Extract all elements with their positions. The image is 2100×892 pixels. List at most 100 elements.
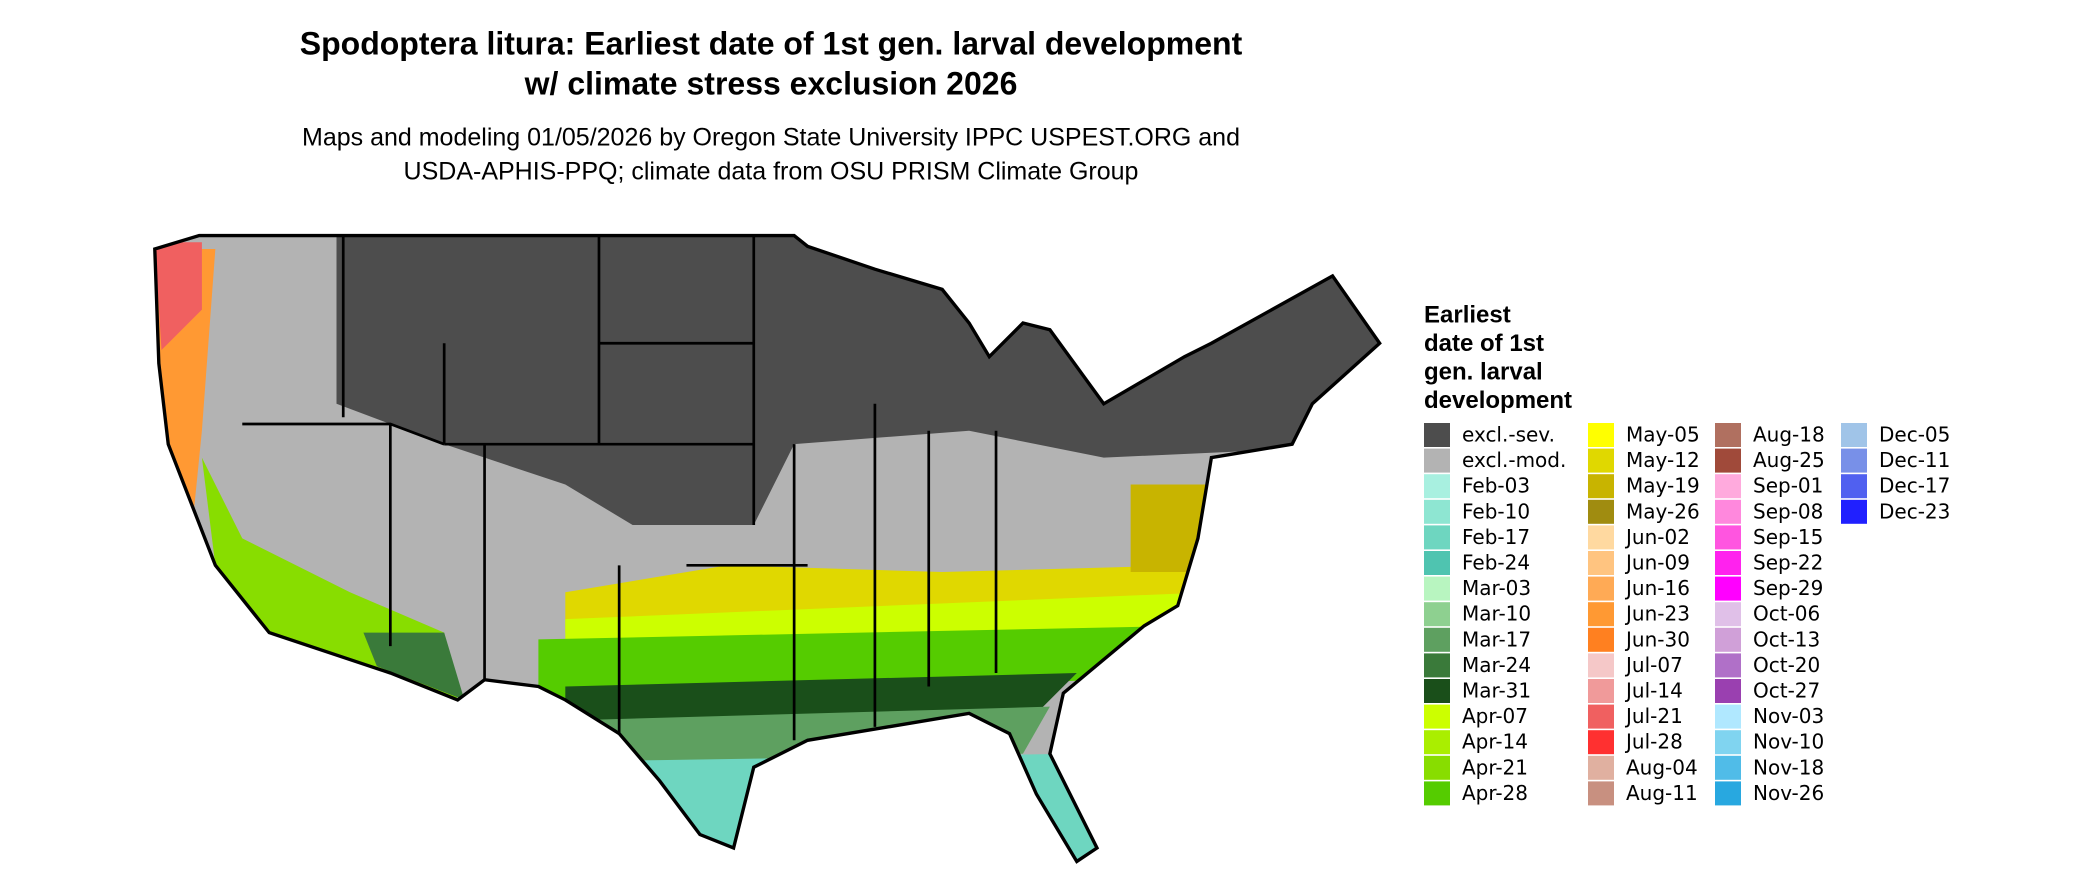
legend-swatch bbox=[1715, 627, 1741, 652]
legend-label: Mar-24 bbox=[1462, 653, 1531, 677]
legend-label: Mar-03 bbox=[1462, 576, 1531, 600]
legend-swatch bbox=[1424, 602, 1450, 627]
legend-label: Dec-05 bbox=[1879, 423, 1950, 447]
legend-swatch bbox=[1588, 602, 1614, 627]
legend-label: Oct-06 bbox=[1753, 602, 1820, 626]
region-northwest bbox=[154, 242, 202, 350]
legend-label: Nov-26 bbox=[1753, 781, 1824, 805]
legend-swatch bbox=[1588, 755, 1614, 780]
legend-swatch bbox=[1715, 499, 1741, 524]
legend-label: Mar-17 bbox=[1462, 627, 1531, 651]
legend-swatch bbox=[1424, 551, 1450, 575]
legend-swatch bbox=[1424, 653, 1450, 678]
legend-swatch bbox=[1588, 704, 1614, 729]
legend-swatch bbox=[1715, 551, 1741, 575]
legend-swatch bbox=[1588, 448, 1614, 473]
legend-swatch bbox=[1841, 499, 1867, 524]
title-line: Spodoptera litura: Earliest date of 1st … bbox=[300, 25, 1243, 61]
legend-label: Mar-31 bbox=[1462, 679, 1531, 703]
legend-label: Aug-25 bbox=[1753, 448, 1825, 472]
legend-label: Nov-03 bbox=[1753, 704, 1824, 728]
legend-swatch bbox=[1424, 525, 1450, 550]
legend-label: Sep-08 bbox=[1753, 499, 1823, 523]
legend-swatch bbox=[1424, 474, 1450, 499]
legend-swatch bbox=[1841, 474, 1867, 499]
legend-label: May-05 bbox=[1626, 423, 1700, 447]
legend-swatch bbox=[1424, 627, 1450, 652]
legend-swatch bbox=[1715, 423, 1741, 447]
region-feb bbox=[632, 753, 1104, 862]
legend-swatch bbox=[1588, 653, 1614, 678]
legend-swatch bbox=[1715, 474, 1741, 499]
legend-swatch bbox=[1715, 525, 1741, 550]
legend-swatch bbox=[1715, 653, 1741, 678]
region-arizona bbox=[363, 632, 465, 700]
legend-label: Feb-03 bbox=[1462, 474, 1530, 498]
legend-title-line: Earliest bbox=[1424, 301, 1511, 328]
legend-swatch bbox=[1588, 576, 1614, 601]
legend-swatch bbox=[1424, 730, 1450, 755]
legend-swatch bbox=[1588, 679, 1614, 703]
legend-label: Jul-21 bbox=[1624, 704, 1683, 728]
legend-swatch bbox=[1424, 679, 1450, 703]
legend-swatch bbox=[1424, 781, 1450, 806]
legend-swatch bbox=[1424, 704, 1450, 729]
legend-label: Sep-22 bbox=[1753, 551, 1823, 575]
state-borders bbox=[242, 235, 998, 741]
legend-label: Sep-01 bbox=[1753, 474, 1823, 498]
legend-title-line: date of 1st bbox=[1424, 330, 1544, 357]
legend-swatch bbox=[1588, 474, 1614, 499]
legend-label: Jun-16 bbox=[1624, 576, 1690, 600]
legend-label: Apr-21 bbox=[1462, 755, 1528, 779]
legend-label: Dec-11 bbox=[1879, 448, 1950, 472]
legend-label: excl.-mod. bbox=[1462, 448, 1566, 472]
legend-swatch bbox=[1715, 602, 1741, 627]
region-may-late bbox=[1130, 484, 1212, 573]
legend-label: Aug-11 bbox=[1626, 781, 1698, 805]
legend-label: Jun-23 bbox=[1624, 602, 1690, 626]
legend-swatch bbox=[1424, 576, 1450, 601]
legend-swatch bbox=[1715, 679, 1741, 703]
legend-label: Oct-13 bbox=[1753, 627, 1820, 651]
legend-label: Aug-18 bbox=[1753, 423, 1825, 447]
legend-label: Jun-02 bbox=[1624, 525, 1690, 549]
legend-label: Sep-15 bbox=[1753, 525, 1823, 549]
legend-label: Jul-28 bbox=[1624, 730, 1683, 754]
legend-swatch bbox=[1588, 730, 1614, 755]
legend-swatch bbox=[1424, 755, 1450, 780]
legend-swatch bbox=[1588, 499, 1614, 524]
legend-label: Feb-24 bbox=[1462, 551, 1530, 575]
legend-swatch bbox=[1715, 730, 1741, 755]
legend-label: Sep-29 bbox=[1753, 576, 1823, 600]
legend-label: Oct-20 bbox=[1753, 653, 1820, 677]
legend-label: Aug-04 bbox=[1626, 755, 1698, 779]
legend-swatch bbox=[1424, 448, 1450, 473]
legend-label: Jul-14 bbox=[1624, 679, 1683, 703]
legend-title-line: development bbox=[1424, 387, 1572, 414]
legend-title-line: gen. larval bbox=[1424, 358, 1543, 385]
legend-label: Jun-30 bbox=[1624, 627, 1690, 651]
legend-label: Dec-23 bbox=[1879, 499, 1950, 523]
legend-swatch bbox=[1841, 423, 1867, 447]
legend-swatch bbox=[1588, 627, 1614, 652]
legend-swatch bbox=[1588, 423, 1614, 447]
legend-swatch bbox=[1715, 781, 1741, 806]
legend-swatch bbox=[1715, 448, 1741, 473]
legend-label: Apr-07 bbox=[1462, 704, 1528, 728]
title-line: w/ climate stress exclusion 2026 bbox=[524, 65, 1018, 101]
legend-swatch bbox=[1588, 551, 1614, 575]
legend-swatch bbox=[1715, 576, 1741, 601]
legend-label: May-12 bbox=[1626, 448, 1700, 472]
legend-swatch bbox=[1588, 525, 1614, 550]
legend-swatch bbox=[1424, 423, 1450, 447]
subtitle-line: USDA-APHIS-PPQ; climate data from OSU PR… bbox=[404, 158, 1139, 186]
legend-label: May-19 bbox=[1626, 474, 1700, 498]
legend-label: Jun-09 bbox=[1624, 551, 1690, 575]
legend-label: Apr-28 bbox=[1462, 781, 1528, 805]
legend-label: Feb-17 bbox=[1462, 525, 1530, 549]
legend-label: Oct-27 bbox=[1753, 679, 1820, 703]
legend-swatch bbox=[1715, 704, 1741, 729]
subtitle-line: Maps and modeling 01/05/2026 by Oregon S… bbox=[302, 124, 1240, 152]
legend-swatch bbox=[1588, 781, 1614, 806]
